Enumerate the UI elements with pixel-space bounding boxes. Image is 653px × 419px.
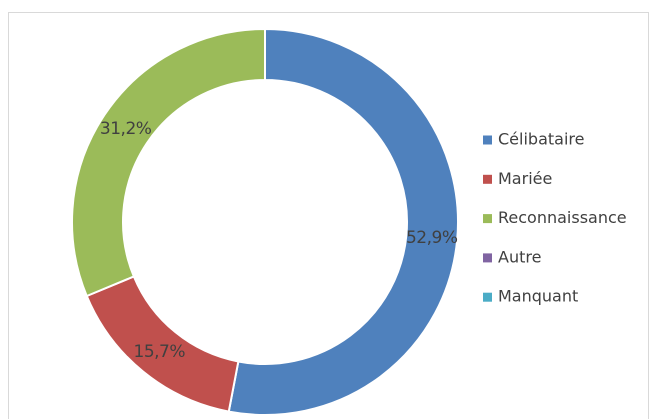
legend-label: Célibataire: [498, 130, 584, 149]
value-label: 31,2%: [100, 119, 152, 139]
legend-label: Reconnaissance: [498, 208, 627, 227]
value-label: 52,9%: [406, 228, 458, 248]
legend-label: Autre: [498, 247, 541, 266]
legend-swatch: [483, 292, 492, 302]
legend-label: Manquant: [498, 287, 578, 306]
legend-label: Mariée: [498, 169, 552, 188]
legend-swatch: [483, 214, 492, 224]
legend-swatch: [483, 135, 492, 145]
legend-swatch: [483, 253, 492, 263]
slice: [71, 27, 266, 298]
slice: [227, 27, 459, 416]
value-label: 15,7%: [134, 342, 186, 362]
chart-border: [8, 12, 649, 419]
legend-swatch: [483, 174, 492, 184]
